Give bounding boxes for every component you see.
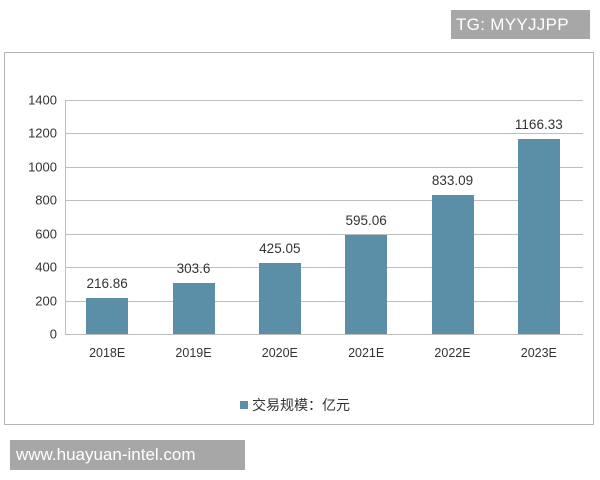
watermark-bottom: www.huayuan-intel.com (10, 440, 245, 470)
gridline (65, 233, 583, 235)
y-tick-label: 400 (35, 259, 57, 275)
bar-value-label: 833.09 (431, 172, 474, 188)
x-tick-label: 2020E (261, 346, 298, 360)
bar-value-label: 425.05 (259, 240, 301, 256)
bar-2018E (86, 297, 129, 334)
legend-label: 交易规模：亿元 (252, 397, 350, 413)
y-tick-label: 1400 (28, 92, 57, 108)
x-tick-label: 2022E (434, 346, 471, 360)
gridline (65, 267, 583, 269)
bar-value-label: 303.6 (176, 261, 211, 277)
bar-2022E (431, 194, 474, 334)
chart-frame (4, 52, 594, 425)
y-tick-label: 1000 (28, 159, 57, 175)
gridline (65, 300, 583, 302)
bar-value-label: 595.06 (345, 212, 387, 228)
y-tick-label: 0 (49, 326, 57, 342)
x-tick-label: 2023E (520, 346, 557, 360)
legend: 交易规模：亿元 (240, 395, 350, 415)
bar-2023E (517, 139, 560, 334)
plot-area: 216.86 303.6 425.05 595.06 833.09 1166.33 (65, 100, 583, 335)
bar-2020E (258, 262, 301, 334)
y-tick-label: 800 (35, 192, 57, 208)
legend-swatch-icon (240, 401, 248, 409)
watermark-top: TG: MYYJJPP (451, 10, 590, 39)
gridline (65, 200, 583, 202)
bar-2021E (345, 234, 388, 334)
x-tick-label: 2019E (175, 346, 212, 360)
bar-value-label: 216.86 (86, 275, 128, 291)
bar-value-label: 1166.33 (514, 117, 563, 133)
bar-2019E (172, 283, 215, 334)
y-axis-line (65, 100, 66, 334)
gridline (65, 100, 583, 101)
x-tick-label: 2021E (348, 346, 385, 360)
y-tick-label: 200 (35, 293, 57, 309)
x-tick-label: 2018E (89, 346, 126, 360)
y-tick-label: 600 (35, 226, 57, 242)
y-tick-label: 1200 (28, 125, 57, 141)
gridline (65, 166, 583, 168)
gridline (65, 133, 583, 135)
gridline (65, 334, 583, 335)
